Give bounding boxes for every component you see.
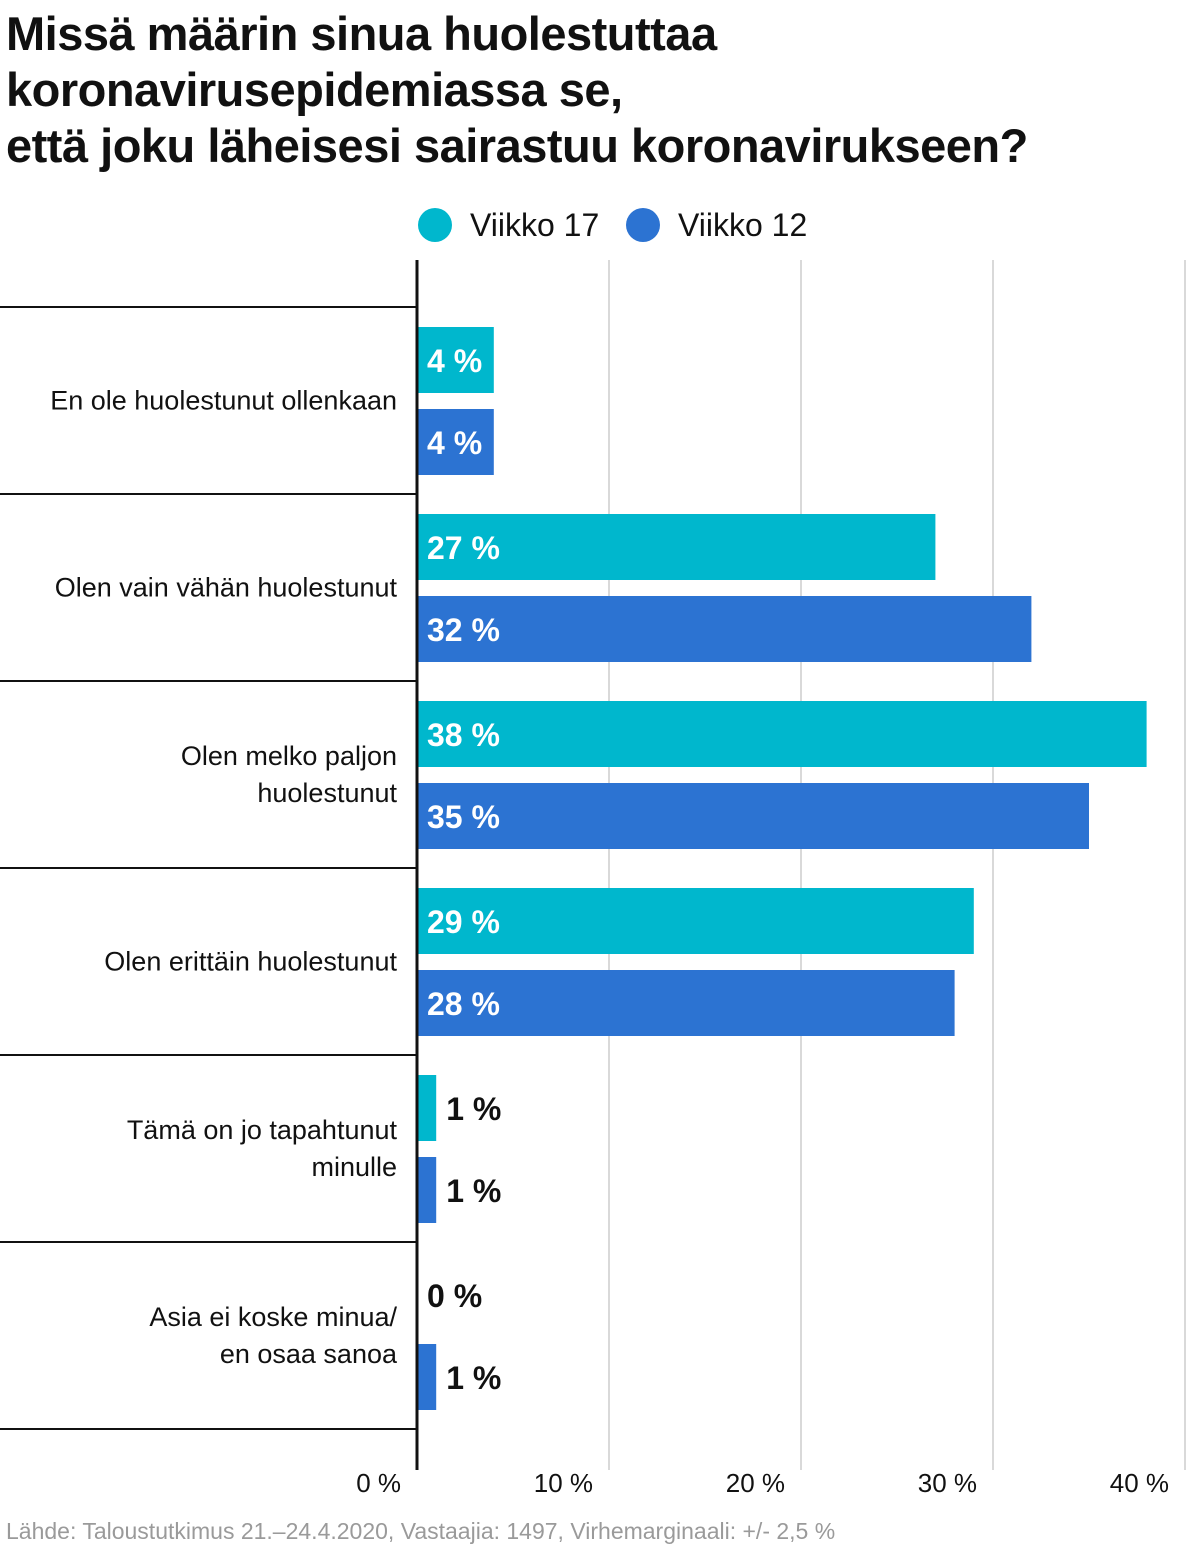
data-label: 1 % (446, 1360, 501, 1396)
data-label: 1 % (446, 1173, 501, 1209)
tick-label: 30 % (918, 1468, 977, 1498)
bar-week17 (417, 1075, 437, 1141)
bar-week12 (417, 1157, 437, 1223)
legend-label-week17: Viikko 17 (470, 206, 600, 243)
data-label: 4 % (427, 343, 482, 379)
data-label: 27 % (427, 530, 500, 566)
data-label: 32 % (427, 612, 500, 648)
tick-label: 20 % (726, 1468, 785, 1498)
data-label: 35 % (427, 799, 500, 835)
data-label: 1 % (446, 1091, 501, 1127)
category-label: huolestunut (257, 778, 397, 808)
bar-week12 (417, 970, 955, 1036)
category-label: En ole huolestunut ollenkaan (50, 386, 397, 416)
legend-item-week12: Viikko 12 (626, 200, 807, 250)
source-note: Lähde: Taloustutkimus 21.–24.4.2020, Vas… (6, 1518, 836, 1544)
bar-week12 (417, 596, 1032, 662)
bar-week12 (417, 1344, 437, 1410)
chart-title-line-2: koronavirusepidemiassa se, (6, 63, 623, 116)
category-label: en osaa sanoa (220, 1339, 398, 1369)
bar-week17 (417, 327, 494, 393)
chart-title: Missä määrin sinua huolestuttaa koronavi… (6, 6, 1186, 174)
category-label: Tämä on jo tapahtunut (127, 1115, 398, 1145)
category-label: Olen melko paljon (181, 741, 397, 771)
data-label: 0 % (427, 1278, 482, 1314)
legend-item-week17: Viikko 17 (418, 200, 599, 250)
data-label: 38 % (427, 717, 500, 753)
category-label: Olen erittäin huolestunut (104, 947, 397, 977)
legend-swatch-week12 (626, 208, 660, 242)
chart-title-line-3: että joku läheisesi sairastuu koronaviru… (6, 119, 1028, 172)
data-label: 28 % (427, 986, 500, 1022)
category-label: minulle (311, 1152, 397, 1182)
category-label: Asia ei koske minua/ (149, 1302, 397, 1332)
bar-week17 (417, 888, 974, 954)
bar-week17 (417, 701, 1147, 767)
legend-swatch-week17 (418, 208, 452, 242)
bar-week17 (417, 514, 936, 580)
data-label: 4 % (427, 425, 482, 461)
data-label: 29 % (427, 904, 500, 940)
chart-legend: Viikko 17 Viikko 12 (0, 200, 1199, 250)
tick-label: 10 % (534, 1468, 593, 1498)
bar-week12 (417, 409, 494, 475)
legend-label-week12: Viikko 12 (678, 206, 808, 243)
tick-label: 0 % (356, 1468, 401, 1498)
chart-title-line-1: Missä määrin sinua huolestuttaa (6, 7, 717, 60)
category-label: Olen vain vähän huolestunut (55, 573, 398, 603)
bar-week12 (417, 783, 1089, 849)
tick-label: 40 % (1110, 1468, 1169, 1498)
